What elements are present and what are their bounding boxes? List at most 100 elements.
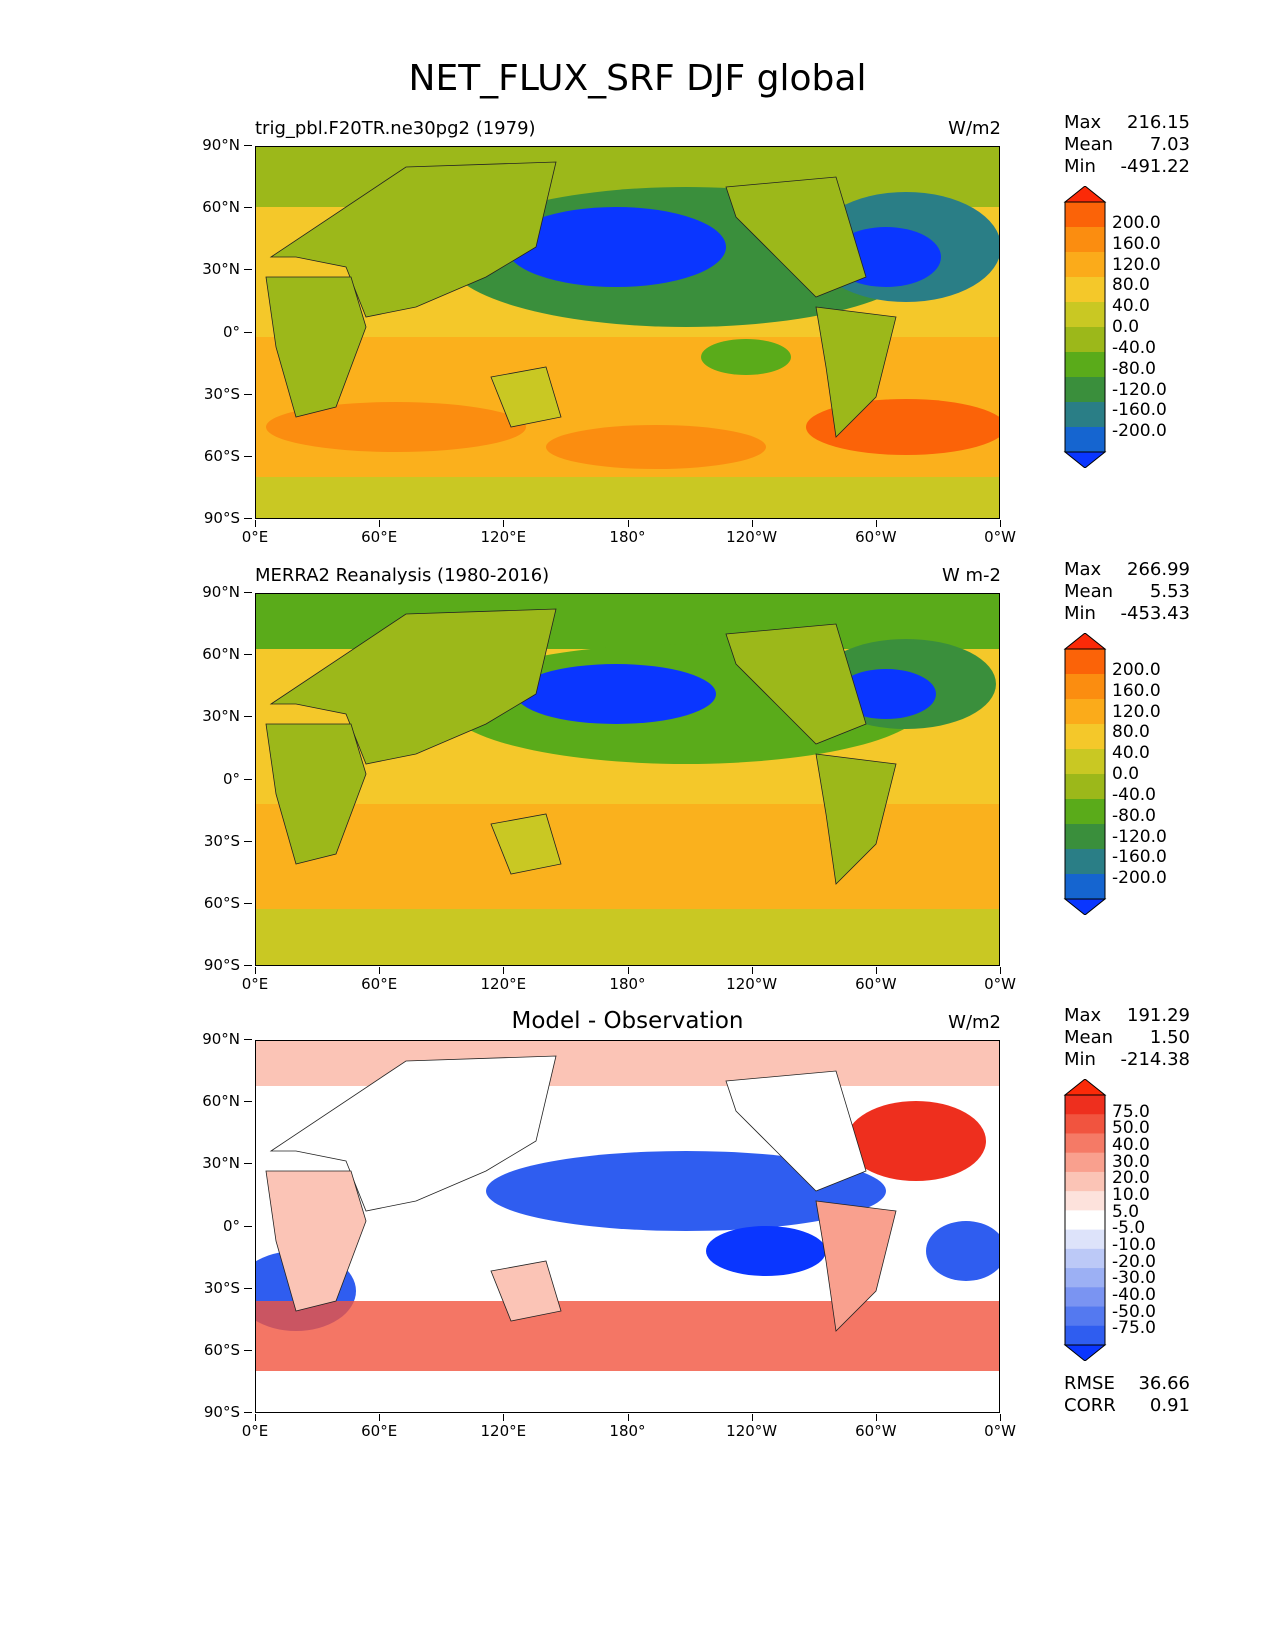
lat-tick-label: 30°S — [180, 832, 252, 850]
metrics-diff: RMSE 36.66 CORR 0.91 — [1064, 1373, 1190, 1417]
stats-max-value: 266.99 — [1127, 559, 1190, 580]
north-america — [725, 623, 867, 745]
colorbar-segment — [1065, 202, 1105, 228]
stats-mean-value: 7.03 — [1149, 134, 1190, 155]
colorbar-segment — [1065, 1133, 1105, 1154]
colorbar-min-arrow — [1063, 898, 1107, 915]
colorbar-segment — [1065, 1210, 1105, 1231]
lon-tick-label: 120°W — [717, 967, 787, 993]
colorbar-segment — [1065, 1229, 1105, 1250]
colorbar-segment — [1065, 327, 1105, 353]
lon-tick-label: 60°W — [841, 1414, 911, 1440]
lon-tick-label: 60°W — [841, 967, 911, 993]
colorbar-tick-label: -5.0 — [1112, 1218, 1146, 1239]
lon-tick-label: 60°E — [344, 967, 414, 993]
lon-tick-label: 120°W — [717, 1414, 787, 1440]
so-pacific — [546, 425, 766, 469]
panel-diff: Model - Observation W/m2 — [0, 0, 1275, 1413]
arctic-band — [256, 1041, 999, 1086]
lon-tick-label: 180° — [593, 967, 663, 993]
colorbar-segment — [1065, 352, 1105, 378]
panel-title: trig_pbl.F20TR.ne30pg2 (1979) — [255, 118, 536, 139]
stats-mean-value: 5.53 — [1149, 581, 1190, 602]
lat-tick-label: 60°S — [180, 447, 252, 465]
colorbar-segment — [1065, 1306, 1105, 1327]
stats-obs: Max 266.99 Mean 5.53 Min -453.43 — [1064, 559, 1190, 625]
colorbar-tick-label: -120.0 — [1112, 826, 1167, 847]
colorbar-segment — [1065, 1268, 1105, 1288]
colorbar-tick-label: 30.0 — [1112, 1151, 1150, 1172]
map-diff — [255, 1040, 1000, 1413]
stats-max-value: 191.29 — [1127, 1005, 1190, 1026]
lat-tick-label: 30°N — [180, 260, 252, 278]
north-america — [725, 176, 867, 298]
rmse-value: 36.66 — [1138, 1373, 1190, 1394]
colorbar-max-arrow — [1063, 1079, 1107, 1096]
panel-units: W/m2 — [948, 1012, 1001, 1033]
corr-label: CORR — [1064, 1395, 1116, 1416]
africa — [265, 723, 367, 865]
colorbar-tick-label: -80.0 — [1112, 805, 1156, 826]
south-america — [815, 306, 897, 438]
stats-max-label: Max — [1064, 1005, 1102, 1026]
eq-pacific — [701, 339, 791, 375]
stats-max-value: 216.15 — [1127, 112, 1190, 133]
lat-tick-label: 60°N — [180, 198, 252, 216]
stats-mean-label: Mean — [1064, 134, 1114, 155]
colorbar-tick-label: 50.0 — [1112, 1118, 1150, 1139]
antarctica — [256, 909, 999, 965]
antarctica — [256, 477, 999, 518]
colorbar-tick-label: 0.0 — [1112, 317, 1140, 337]
lon-tick-label: 180° — [593, 1414, 663, 1440]
colorbar-tick-label: -20.0 — [1112, 1251, 1156, 1272]
lon-tick-label: 60°W — [841, 520, 911, 546]
map-model-svg — [256, 147, 999, 518]
stats-min-label: Min — [1064, 603, 1096, 624]
stats-max-row: Max 266.99 — [1064, 559, 1190, 581]
stats-min-value: -491.22 — [1120, 156, 1190, 177]
colorbar-tick-label: 20.0 — [1112, 1168, 1150, 1189]
colorbar-tick-label: -80.0 — [1112, 358, 1156, 379]
rmse-row: RMSE 36.66 — [1064, 1373, 1190, 1395]
stats-min-label: Min — [1064, 1049, 1096, 1070]
colorbar-tick-label: 200.0 — [1112, 659, 1161, 680]
lat-tick-label: 90°N — [180, 1030, 252, 1048]
colorbar-max-arrow — [1063, 186, 1107, 203]
colorbar-tick-label: 160.0 — [1112, 680, 1161, 701]
africa — [265, 1170, 367, 1312]
colorbar-tick-label: -40.0 — [1112, 337, 1156, 358]
colorbar-tick-label: -120.0 — [1112, 379, 1167, 400]
map-diff-svg — [256, 1041, 999, 1412]
lat-tick-label: 90°S — [180, 1403, 252, 1421]
colorbar-segment — [1065, 699, 1105, 725]
colorbar-segment — [1065, 1152, 1105, 1173]
lat-tick-label: 60°S — [180, 894, 252, 912]
colorbar-min-arrow — [1063, 1344, 1107, 1361]
lon-tick-label: 120°E — [468, 1414, 538, 1440]
colorbar-tick-label: -160.0 — [1112, 847, 1167, 868]
lat-tick-label: 90°S — [180, 956, 252, 974]
pacific-neg — [486, 1151, 886, 1231]
lon-tick-label: 120°E — [468, 967, 538, 993]
figure-title: NET_FLUX_SRF DJF global — [408, 58, 867, 99]
colorbar-segment — [1065, 649, 1105, 675]
colorbar-segment — [1065, 1114, 1105, 1134]
stats-max-label: Max — [1064, 112, 1102, 133]
colorbar-tick-label: 0.0 — [1112, 764, 1140, 784]
eurasia — [269, 1055, 557, 1212]
colorbar-tick-label: -30.0 — [1112, 1268, 1156, 1289]
rmse-label: RMSE — [1064, 1373, 1115, 1394]
lat-tick-label: 60°S — [180, 1341, 252, 1359]
colorbar-segment — [1065, 824, 1105, 850]
colorbar-frame — [1064, 648, 1106, 900]
lat-tick-label: 0° — [180, 770, 252, 788]
ep-neg — [706, 1226, 826, 1276]
lon-tick-label: 180° — [593, 520, 663, 546]
colorbar-tick-label: -200.0 — [1112, 868, 1167, 889]
colorbar-tick-label: 5.0 — [1112, 1201, 1140, 1222]
stats-min-value: -453.43 — [1120, 603, 1190, 624]
colorbar-segment — [1065, 302, 1105, 328]
lon-tick-label: 60°E — [344, 1414, 414, 1440]
lon-tick-label: 0°E — [220, 520, 290, 546]
panel-obs: MERRA2 Reanalysis (1980-2016) W m-2 — [0, 0, 1275, 966]
